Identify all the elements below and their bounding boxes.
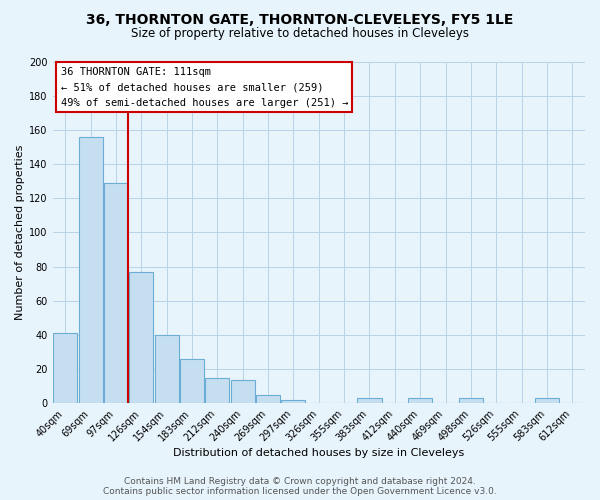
- Bar: [230, 380, 255, 404]
- Bar: [281, 400, 305, 404]
- Bar: [459, 398, 483, 404]
- Y-axis label: Number of detached properties: Number of detached properties: [15, 145, 25, 320]
- Bar: [155, 335, 179, 404]
- Text: Contains HM Land Registry data © Crown copyright and database right 2024.: Contains HM Land Registry data © Crown c…: [124, 477, 476, 486]
- Bar: [205, 378, 229, 404]
- Text: 36 THORNTON GATE: 111sqm
← 51% of detached houses are smaller (259)
49% of semi-: 36 THORNTON GATE: 111sqm ← 51% of detach…: [61, 66, 348, 108]
- Bar: [358, 398, 382, 404]
- Bar: [129, 272, 154, 404]
- Bar: [104, 183, 128, 404]
- Bar: [408, 398, 432, 404]
- Bar: [180, 359, 204, 404]
- Bar: [79, 136, 103, 404]
- Bar: [53, 334, 77, 404]
- Bar: [535, 398, 559, 404]
- Text: 36, THORNTON GATE, THORNTON-CLEVELEYS, FY5 1LE: 36, THORNTON GATE, THORNTON-CLEVELEYS, F…: [86, 12, 514, 26]
- Text: Contains public sector information licensed under the Open Government Licence v3: Contains public sector information licen…: [103, 487, 497, 496]
- X-axis label: Distribution of detached houses by size in Cleveleys: Distribution of detached houses by size …: [173, 448, 464, 458]
- Text: Size of property relative to detached houses in Cleveleys: Size of property relative to detached ho…: [131, 28, 469, 40]
- Bar: [256, 395, 280, 404]
